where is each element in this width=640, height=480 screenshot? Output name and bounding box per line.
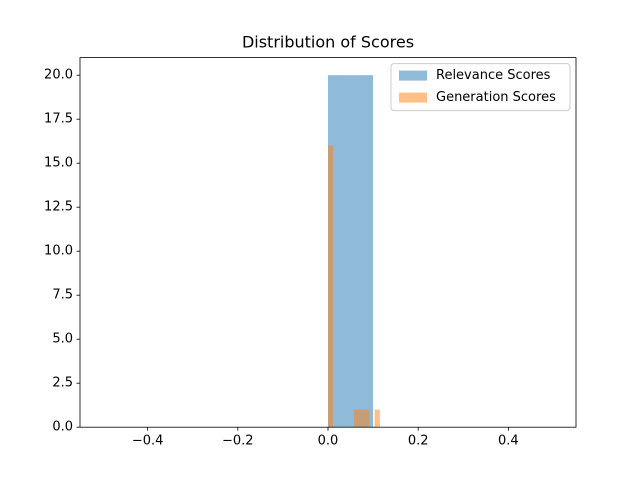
y-tick-label: 0.0 <box>52 420 73 435</box>
x-tick-label: −0.2 <box>222 434 254 449</box>
legend-label: Generation Scores <box>436 90 556 105</box>
legend-swatch <box>399 92 427 103</box>
bar <box>359 409 365 428</box>
x-tick-label: −0.4 <box>132 434 164 449</box>
bar <box>374 409 380 428</box>
y-tick-label: 15.0 <box>44 156 73 171</box>
x-tick-label: 0.4 <box>498 434 519 449</box>
x-tick-label: 0.2 <box>408 434 429 449</box>
bar <box>353 409 360 428</box>
y-tick-label: 20.0 <box>44 68 73 83</box>
y-tick-label: 5.0 <box>52 332 73 347</box>
y-tick-label: 12.5 <box>44 200 73 215</box>
y-tick-label: 10.0 <box>44 244 73 259</box>
y-tick-label: 2.5 <box>52 376 73 391</box>
bar <box>328 145 334 428</box>
x-tick-label: 0.0 <box>318 434 339 449</box>
bar <box>364 409 370 428</box>
bar <box>328 75 374 428</box>
y-tick-label: 7.5 <box>52 288 73 303</box>
legend-box <box>390 63 571 112</box>
legend-swatch <box>399 70 427 81</box>
legend-label: Relevance Scores <box>436 68 551 83</box>
y-tick-label: 17.5 <box>44 112 73 127</box>
chart-title: Distribution of Scores <box>242 33 414 52</box>
